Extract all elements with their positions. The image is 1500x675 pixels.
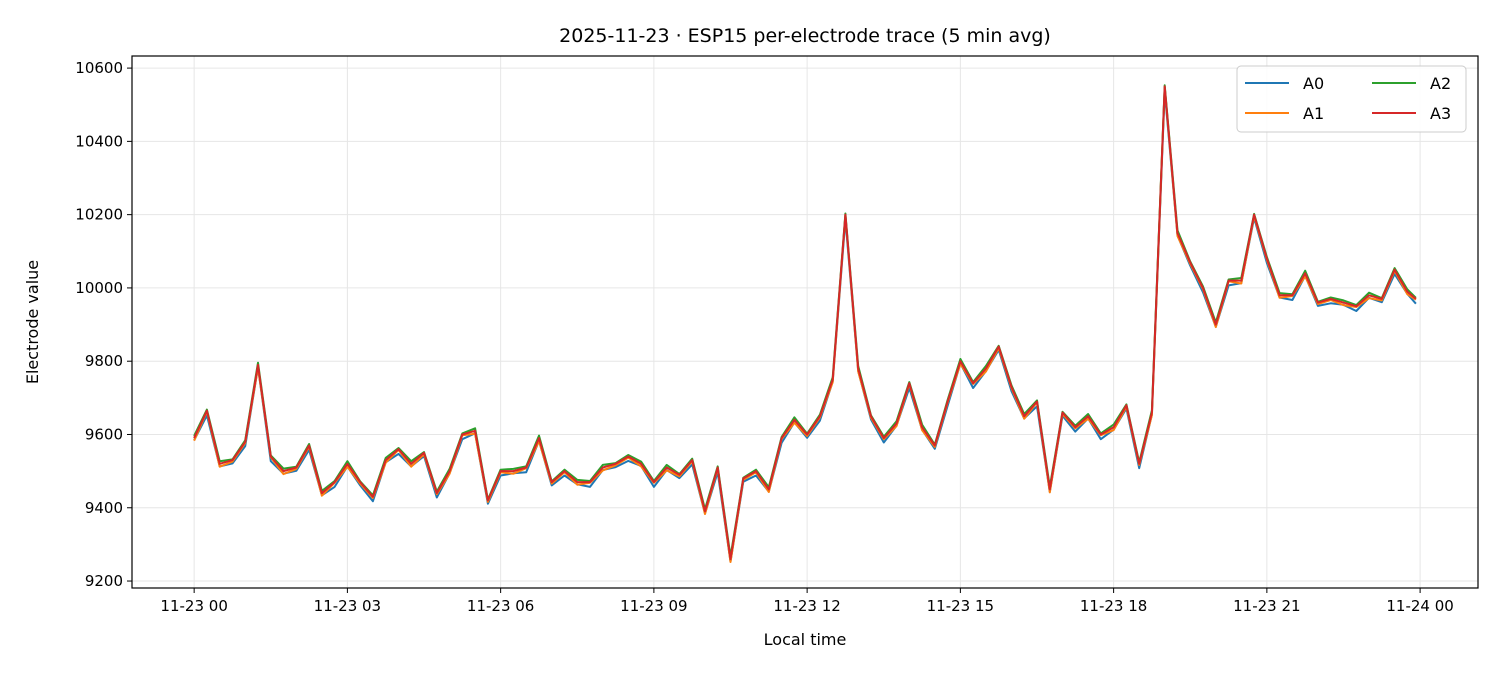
x-tick-label: 11-23 15: [927, 597, 994, 615]
x-tick-label: 11-23 06: [467, 597, 534, 615]
x-tick-label: 11-23 09: [620, 597, 687, 615]
y-tick-label: 9600: [85, 425, 123, 443]
legend: A0 A1 A2 A3: [1236, 65, 1467, 133]
legend-label: A3: [1430, 104, 1451, 123]
x-tick-label: 11-24 00: [1386, 597, 1453, 615]
y-tick-label: 10600: [75, 59, 123, 77]
x-axis-label: Local time: [764, 630, 847, 649]
y-tick-label: 9400: [85, 499, 123, 517]
x-tick-label: 11-23 12: [773, 597, 840, 615]
x-tick-label: 11-23 21: [1233, 597, 1300, 615]
legend-label: A2: [1430, 74, 1451, 93]
series-line-A0: [193, 90, 1417, 563]
legend-label: A1: [1303, 104, 1324, 123]
y-tick-label: 10200: [75, 206, 123, 224]
plot-frame: [131, 55, 1479, 589]
legend-label: A0: [1303, 74, 1324, 93]
y-tick-label: 10000: [75, 279, 123, 297]
y-tick-label: 9800: [85, 352, 123, 370]
y-tick-label: 10400: [75, 132, 123, 150]
x-tick-label: 11-23 18: [1080, 597, 1147, 615]
x-tick-label: 11-23 00: [160, 597, 227, 615]
y-tick-label: 9200: [85, 572, 123, 590]
series-line-A3: [193, 85, 1417, 561]
y-axis-label: Electrode value: [23, 260, 42, 384]
x-tick-label: 11-23 03: [314, 597, 381, 615]
chart-title: 2025-11-23 · ESP15 per-electrode trace (…: [559, 25, 1051, 47]
